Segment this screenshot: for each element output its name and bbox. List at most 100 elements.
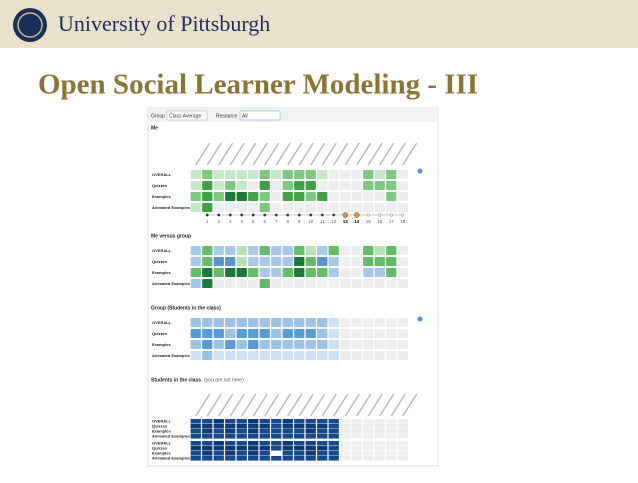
group-select[interactable] <box>166 110 208 121</box>
resource-value[interactable]: All <box>242 113 248 119</box>
heatmap-cell <box>340 268 351 277</box>
heatmap-cell <box>202 279 213 288</box>
heatmap-cell <box>213 246 224 255</box>
heatmap-cell <box>213 203 224 212</box>
heatmap-cell <box>213 318 224 327</box>
heatmap-cell <box>259 279 270 288</box>
heatmap-cell <box>328 351 339 360</box>
heatmap-cell <box>225 246 236 255</box>
heatmap-cell <box>248 419 259 424</box>
heatmap-cell <box>397 456 408 461</box>
heatmap-cell <box>305 246 316 255</box>
heatmap-cell <box>259 268 270 277</box>
column-header <box>264 393 280 417</box>
row-label: Animated Examples <box>152 205 191 210</box>
heatmap-cell <box>294 424 305 429</box>
heatmap-cell <box>351 441 362 446</box>
heatmap-cell <box>225 419 236 424</box>
resource-select[interactable] <box>239 110 281 121</box>
column-header <box>195 393 211 417</box>
heatmap-cell <box>397 257 408 266</box>
heatmap-cell <box>213 170 224 179</box>
heatmap-cell <box>294 351 305 360</box>
heatmap-cell <box>271 340 282 349</box>
heatmap-cell <box>294 451 305 456</box>
heatmap-cell <box>363 456 374 461</box>
heatmap-cell <box>202 456 213 461</box>
heatmap-cell <box>386 441 397 446</box>
heatmap-cell <box>225 170 236 179</box>
heatmap-cell <box>363 257 374 266</box>
column-header <box>252 393 268 417</box>
heatmap-cell <box>351 268 362 277</box>
heatmap-cell <box>271 419 282 424</box>
heatmap-cell <box>374 318 385 327</box>
heatmap-cell <box>236 451 247 456</box>
heatmap-cell <box>351 181 362 190</box>
row-label: Animated Examples <box>152 456 191 461</box>
column-header <box>218 142 234 166</box>
heatmap-cell <box>317 351 328 360</box>
heatmap-cell <box>248 441 259 446</box>
timeline-label: 4 <box>240 219 243 224</box>
toolbar <box>148 108 438 122</box>
heatmap-cell <box>248 351 259 360</box>
heatmap-cell <box>202 268 213 277</box>
column-header <box>218 393 234 417</box>
heatmap-cell <box>340 246 351 255</box>
heatmap-cell <box>294 318 305 327</box>
timeline-label: 6 <box>263 219 266 224</box>
heatmap-cell <box>328 279 339 288</box>
heatmap-cell <box>259 351 270 360</box>
heatmap-cell <box>317 446 328 451</box>
heatmap-cell <box>397 318 408 327</box>
timeline-dot <box>217 213 221 217</box>
heatmap-cell <box>397 246 408 255</box>
row-label: Animated Examples <box>152 281 191 286</box>
heatmap-cell <box>282 329 293 338</box>
heatmap-cell <box>271 268 282 277</box>
row-label: OVERALL <box>152 172 172 177</box>
column-header <box>390 393 406 417</box>
heatmap-cell <box>271 279 282 288</box>
heatmap-cell <box>202 318 213 327</box>
slide-title: Open Social Learner Modeling - III <box>38 69 478 101</box>
heatmap-cell <box>397 192 408 201</box>
heatmap-cell <box>386 456 397 461</box>
heatmap-cell <box>305 340 316 349</box>
heatmap-cell <box>236 318 247 327</box>
heatmap-cell <box>259 456 270 461</box>
logo-ring <box>17 12 43 38</box>
heatmap-cell <box>259 419 270 424</box>
heatmap-cell <box>363 181 374 190</box>
heatmap-cell <box>328 451 339 456</box>
heatmap-cell <box>294 257 305 266</box>
timeline-label: 17 <box>389 219 395 224</box>
heatmap-cell <box>386 419 397 424</box>
heatmap-cell <box>397 441 408 446</box>
heatmap-cell <box>351 318 362 327</box>
heatmap-cell <box>282 446 293 451</box>
heatmap-cell <box>190 318 201 327</box>
heatmap-cell <box>213 456 224 461</box>
row-label: OVERALL <box>152 441 172 446</box>
heatmap-cell <box>190 268 201 277</box>
heatmap-cell <box>202 170 213 179</box>
heatmap-cell <box>351 351 362 360</box>
heatmap-cell <box>328 429 339 434</box>
column-header <box>367 393 383 417</box>
heatmap-cell <box>374 424 385 429</box>
heatmap-cell <box>190 434 201 439</box>
heatmap-cell <box>328 181 339 190</box>
heatmap-cell <box>374 246 385 255</box>
heatmap-cell <box>328 203 339 212</box>
heatmap-cell <box>305 351 316 360</box>
heatmap-cell <box>271 181 282 190</box>
heatmap-cell <box>294 429 305 434</box>
heatmap-cell <box>236 456 247 461</box>
group-value[interactable]: Class Average <box>169 113 201 119</box>
column-header <box>310 142 326 166</box>
heatmap-cell <box>202 451 213 456</box>
heatmap-cell <box>340 446 351 451</box>
